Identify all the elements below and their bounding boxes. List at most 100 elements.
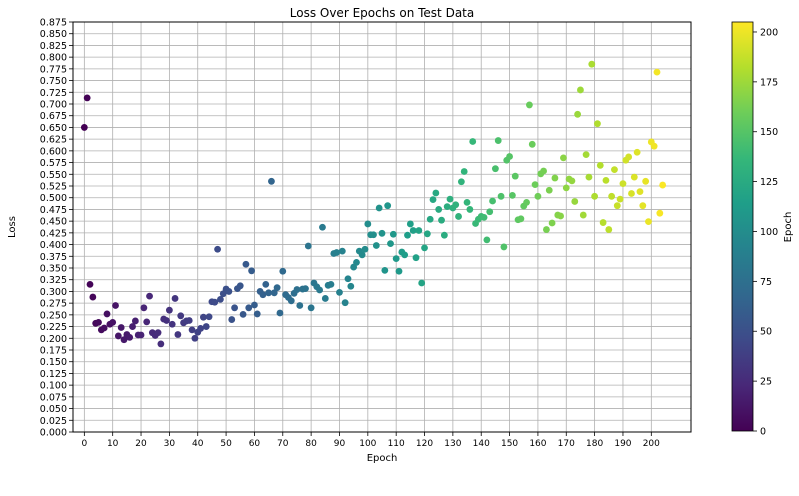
colorbar-tick-label: 125: [760, 177, 778, 188]
y-tick-label: 0.225: [40, 322, 67, 333]
data-point: [406, 220, 414, 228]
data-point: [440, 231, 448, 239]
data-point: [197, 325, 204, 332]
y-tick-label: 0.800: [40, 53, 67, 64]
data-point: [599, 219, 607, 226]
y-tick-label: 0.375: [40, 252, 67, 263]
colorbar-tick-label: 25: [760, 377, 772, 388]
x-tick-label: 40: [192, 439, 204, 449]
data-point: [131, 317, 139, 325]
data-point: [344, 275, 352, 283]
data-point: [509, 191, 516, 199]
data-point: [307, 304, 315, 312]
data-points: [80, 60, 667, 348]
chart-title: Loss Over Epochs on Test Data: [290, 6, 474, 20]
data-point: [389, 230, 397, 238]
data-point: [239, 310, 247, 318]
data-point: [236, 282, 244, 290]
data-point: [455, 213, 462, 220]
x-tick-label: 50: [220, 439, 232, 449]
y-tick-label: 0.825: [40, 41, 67, 52]
data-point: [523, 199, 530, 206]
data-point: [361, 245, 369, 253]
data-point: [628, 190, 635, 197]
data-point: [270, 289, 278, 297]
data-point: [611, 166, 618, 174]
y-tick-label: 0.525: [40, 182, 67, 193]
colorbar-tick-label: 0: [760, 427, 766, 438]
data-point: [650, 142, 658, 150]
data-point: [506, 153, 513, 160]
data-point: [608, 192, 616, 200]
data-point: [185, 317, 193, 324]
data-point: [316, 286, 324, 294]
data-point: [517, 215, 525, 223]
data-point: [616, 195, 624, 203]
data-point: [446, 195, 454, 203]
data-point: [163, 317, 170, 324]
data-point: [174, 331, 182, 338]
data-point: [384, 202, 392, 210]
data-point: [276, 309, 284, 317]
data-point: [585, 173, 593, 181]
data-point: [319, 223, 326, 231]
data-point: [387, 240, 394, 248]
data-point: [656, 209, 664, 217]
data-point: [636, 188, 644, 196]
x-axis-label: Epoch: [367, 453, 398, 464]
y-tick-label: 0.775: [40, 64, 67, 75]
data-point: [228, 316, 236, 323]
data-point: [225, 288, 233, 295]
data-point: [659, 181, 667, 189]
data-point: [253, 310, 261, 318]
x-tick-label: 100: [359, 439, 376, 449]
data-point: [205, 313, 213, 321]
data-point: [89, 293, 97, 301]
data-point: [443, 203, 451, 211]
data-point: [273, 284, 281, 292]
data-point: [596, 161, 604, 169]
data-point: [560, 154, 567, 162]
data-point: [268, 177, 275, 185]
data-point: [120, 336, 128, 344]
x-tick-label: 160: [529, 439, 546, 449]
data-point: [602, 176, 610, 184]
plot-frame: [72, 21, 692, 433]
data-point: [534, 192, 542, 200]
data-point: [302, 285, 309, 293]
y-tick-label: 0.350: [40, 264, 67, 275]
data-point: [548, 219, 556, 227]
x-tick-label: 170: [558, 439, 575, 449]
data-point: [528, 140, 536, 148]
data-point: [613, 202, 621, 210]
data-point: [401, 251, 409, 259]
data-point: [591, 192, 599, 200]
data-point: [457, 178, 465, 186]
data-point: [140, 304, 148, 312]
y-tick-label: 0.850: [40, 29, 67, 40]
data-point: [432, 189, 440, 197]
data-point: [568, 177, 576, 185]
data-point: [146, 292, 153, 300]
y-tick-label: 0.075: [40, 392, 67, 403]
data-point: [287, 297, 295, 305]
data-point: [248, 267, 255, 275]
y-tick-label: 0.000: [40, 428, 67, 439]
data-point: [429, 196, 437, 203]
y-tick-label: 0.300: [40, 287, 67, 298]
data-point: [543, 226, 550, 233]
data-point: [338, 247, 346, 255]
x-tick-label: 60: [249, 439, 261, 449]
y-tick-label: 0.150: [40, 357, 67, 368]
colorbar-tick-label: 175: [760, 77, 778, 88]
data-point: [262, 281, 270, 288]
x-tick-label: 200: [643, 439, 660, 449]
data-point: [321, 295, 329, 302]
data-point: [168, 320, 176, 328]
y-tick-label: 0.675: [40, 111, 67, 122]
x-tick-label: 20: [135, 439, 147, 449]
data-point: [531, 181, 539, 188]
data-point: [327, 281, 335, 288]
data-point: [395, 267, 403, 275]
